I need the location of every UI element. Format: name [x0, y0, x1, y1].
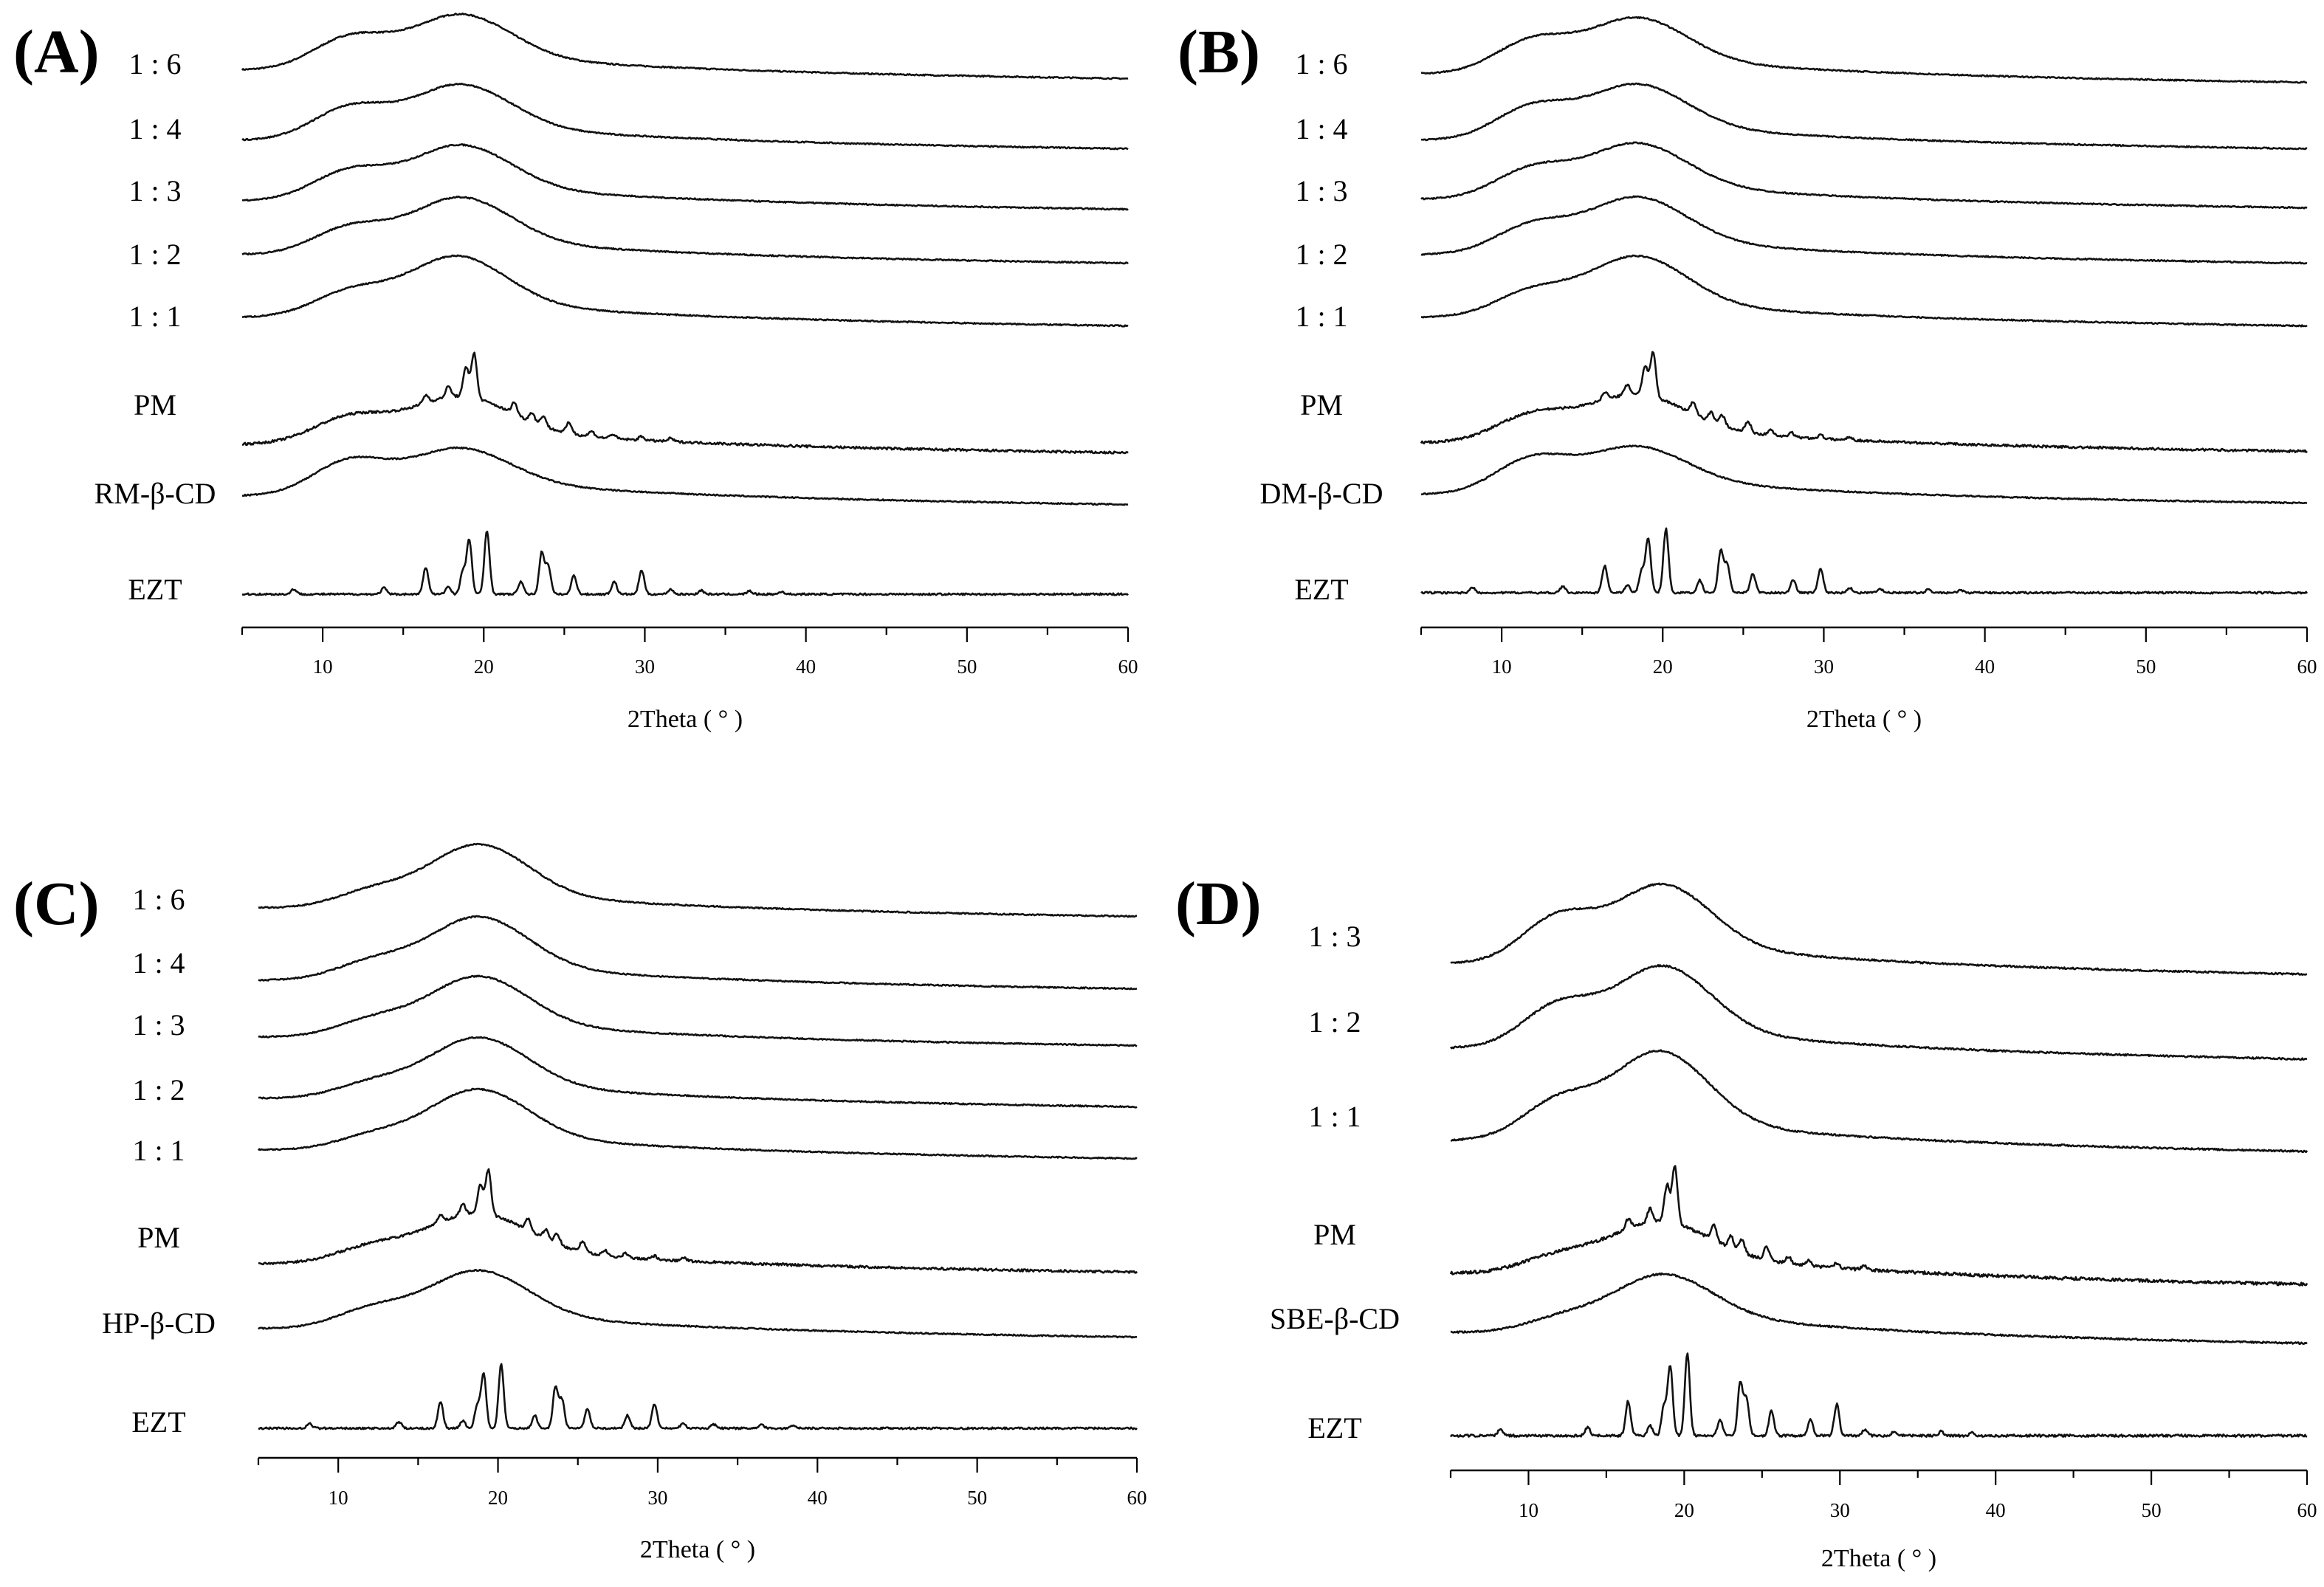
- xrd-trace: [1449, 1352, 2308, 1438]
- xrd-trace: [1420, 527, 2308, 595]
- xrd-trace: [258, 1036, 1138, 1109]
- xrd-trace: [241, 143, 1129, 211]
- panel-letter: (B): [1178, 18, 1260, 86]
- x-tick-label: 60: [2297, 1499, 2317, 1521]
- xrd-trace: [1421, 254, 2308, 328]
- series-label: 1 : 2: [1295, 238, 1347, 271]
- xrd-trace: [241, 195, 1129, 265]
- series-label: 1 : 1: [132, 1134, 185, 1167]
- series-label: EZT: [1307, 1411, 1361, 1445]
- x-tick-label: 10: [1492, 655, 1512, 678]
- x-tick-label: 40: [1975, 655, 1995, 678]
- series-label: 1 : 4: [1295, 112, 1347, 145]
- series-label: 1 : 3: [1308, 920, 1361, 953]
- x-axis-title: 2Theta ( ° ): [640, 1536, 755, 1563]
- x-tick-label: 40: [1986, 1499, 2006, 1521]
- x-tick-label: 60: [1118, 655, 1138, 678]
- series-label: 1 : 2: [128, 238, 181, 271]
- series-label: EZT: [1294, 573, 1348, 606]
- series-label: 1 : 1: [128, 300, 181, 333]
- xrd-trace: [1450, 1272, 2308, 1346]
- x-tick-label: 30: [635, 655, 655, 678]
- series-label: RM-β-CD: [94, 477, 216, 510]
- series-label: PM: [1300, 388, 1343, 421]
- x-tick-label: 60: [1127, 1487, 1147, 1509]
- x-tick-label: 20: [1674, 1499, 1694, 1521]
- x-tick-label: 40: [808, 1487, 828, 1509]
- series-label: 1 : 2: [1308, 1005, 1361, 1039]
- x-tick-label: 20: [474, 655, 494, 678]
- xrd-trace: [1420, 444, 2308, 505]
- xrd-trace: [258, 842, 1138, 918]
- xrd-trace: [241, 83, 1129, 151]
- panel-letter: (A): [13, 18, 100, 86]
- x-tick-label: 20: [1653, 655, 1673, 678]
- series-label: 1 : 1: [1308, 1100, 1361, 1133]
- xrd-trace: [241, 254, 1129, 328]
- xrd-trace: [258, 974, 1138, 1047]
- x-axis-title: 2Theta ( ° ): [1806, 706, 1922, 733]
- series-label: 1 : 4: [132, 946, 185, 980]
- series-label: PM: [137, 1221, 180, 1254]
- x-tick-label: 20: [488, 1487, 508, 1509]
- x-tick-label: 50: [2142, 1499, 2162, 1521]
- series-label: 1 : 2: [132, 1073, 185, 1106]
- series-label: 1 : 1: [1295, 300, 1347, 333]
- series-label: 1 : 3: [132, 1008, 185, 1042]
- xrd-trace: [258, 1268, 1138, 1339]
- xrd-trace: [242, 351, 1129, 455]
- x-axis-title: 2Theta ( ° ): [628, 706, 743, 733]
- x-tick-label: 50: [967, 1487, 987, 1509]
- panel-letter: (D): [1175, 870, 1262, 938]
- xrd-trace: [1420, 141, 2308, 210]
- panel-d: (D) 1 : 3 1 : 2 1 : 1 PM SBE-β-CD EZT 10 20 30 40 5…: [1175, 870, 2317, 1572]
- x-tick-label: 50: [957, 655, 977, 678]
- xrd-trace: [1450, 882, 2308, 976]
- x-tick-label: 30: [647, 1487, 667, 1509]
- series-label: SBE-β-CD: [1270, 1302, 1400, 1335]
- x-tick-label: 60: [2297, 655, 2317, 678]
- x-tick-label: 10: [329, 1487, 348, 1509]
- x-tick-label: 10: [1519, 1499, 1539, 1521]
- series-label: PM: [134, 388, 176, 421]
- series-label: 1 : 4: [128, 112, 181, 145]
- xrd-trace: [241, 446, 1129, 506]
- series-label: EZT: [131, 1405, 185, 1439]
- x-tick-label: 30: [1830, 1499, 1850, 1521]
- xrd-trace: [258, 915, 1138, 991]
- xrd-trace: [1420, 16, 2308, 84]
- x-tick-label: 10: [313, 655, 333, 678]
- series-label: DM-β-CD: [1259, 477, 1383, 510]
- xrd-trace: [258, 1363, 1138, 1431]
- xrd-trace: [1450, 1049, 2308, 1154]
- series-label: 1 : 6: [1295, 47, 1347, 80]
- xrd-trace: [241, 530, 1129, 596]
- panel-a: (A) 1 : 6 1 : 4 1 : 3 1 : 2 1 : 1 PM RM-β-CD EZT…: [13, 13, 1138, 733]
- xrd-trace: [1449, 1165, 2308, 1287]
- x-tick-label: 50: [2136, 655, 2156, 678]
- xrd-trace: [241, 13, 1129, 80]
- series-label: PM: [1313, 1218, 1356, 1251]
- panel-letter: (C): [13, 870, 100, 938]
- xrd-trace: [1449, 964, 2308, 1061]
- series-label: 1 : 3: [128, 174, 181, 207]
- xrd-trace: [1420, 195, 2308, 265]
- xrd-trace: [258, 1168, 1138, 1274]
- xrd-trace: [1420, 82, 2308, 151]
- x-axis-title: 2Theta ( ° ): [1821, 1545, 1936, 1572]
- series-label: 1 : 6: [128, 47, 181, 80]
- series-label: HP-β-CD: [102, 1307, 216, 1340]
- x-tick-label: 30: [1814, 655, 1834, 678]
- series-label: 1 : 3: [1295, 174, 1347, 207]
- series-label: EZT: [128, 573, 182, 606]
- series-label: 1 : 6: [132, 883, 185, 916]
- xrd-trace: [257, 1087, 1138, 1160]
- panel-c: (C) 1 : 6 1 : 4 1 : 3 1 : 2 1 : 1 PM HP-β-CD EZT…: [13, 842, 1147, 1563]
- xrd-trace: [1420, 351, 2308, 453]
- x-tick-label: 40: [796, 655, 816, 678]
- panel-b: (B) 1 : 6 1 : 4 1 : 3 1 : 2 1 : 1 PM DM-β-CD EZT…: [1178, 16, 2317, 733]
